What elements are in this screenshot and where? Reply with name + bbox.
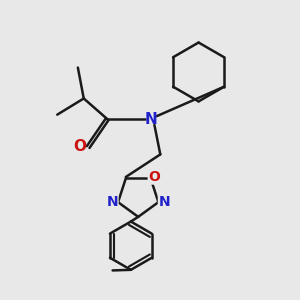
Text: N: N <box>158 195 170 209</box>
Text: N: N <box>145 112 158 127</box>
Text: O: O <box>148 170 160 184</box>
Text: O: O <box>74 139 87 154</box>
Text: N: N <box>106 195 118 209</box>
